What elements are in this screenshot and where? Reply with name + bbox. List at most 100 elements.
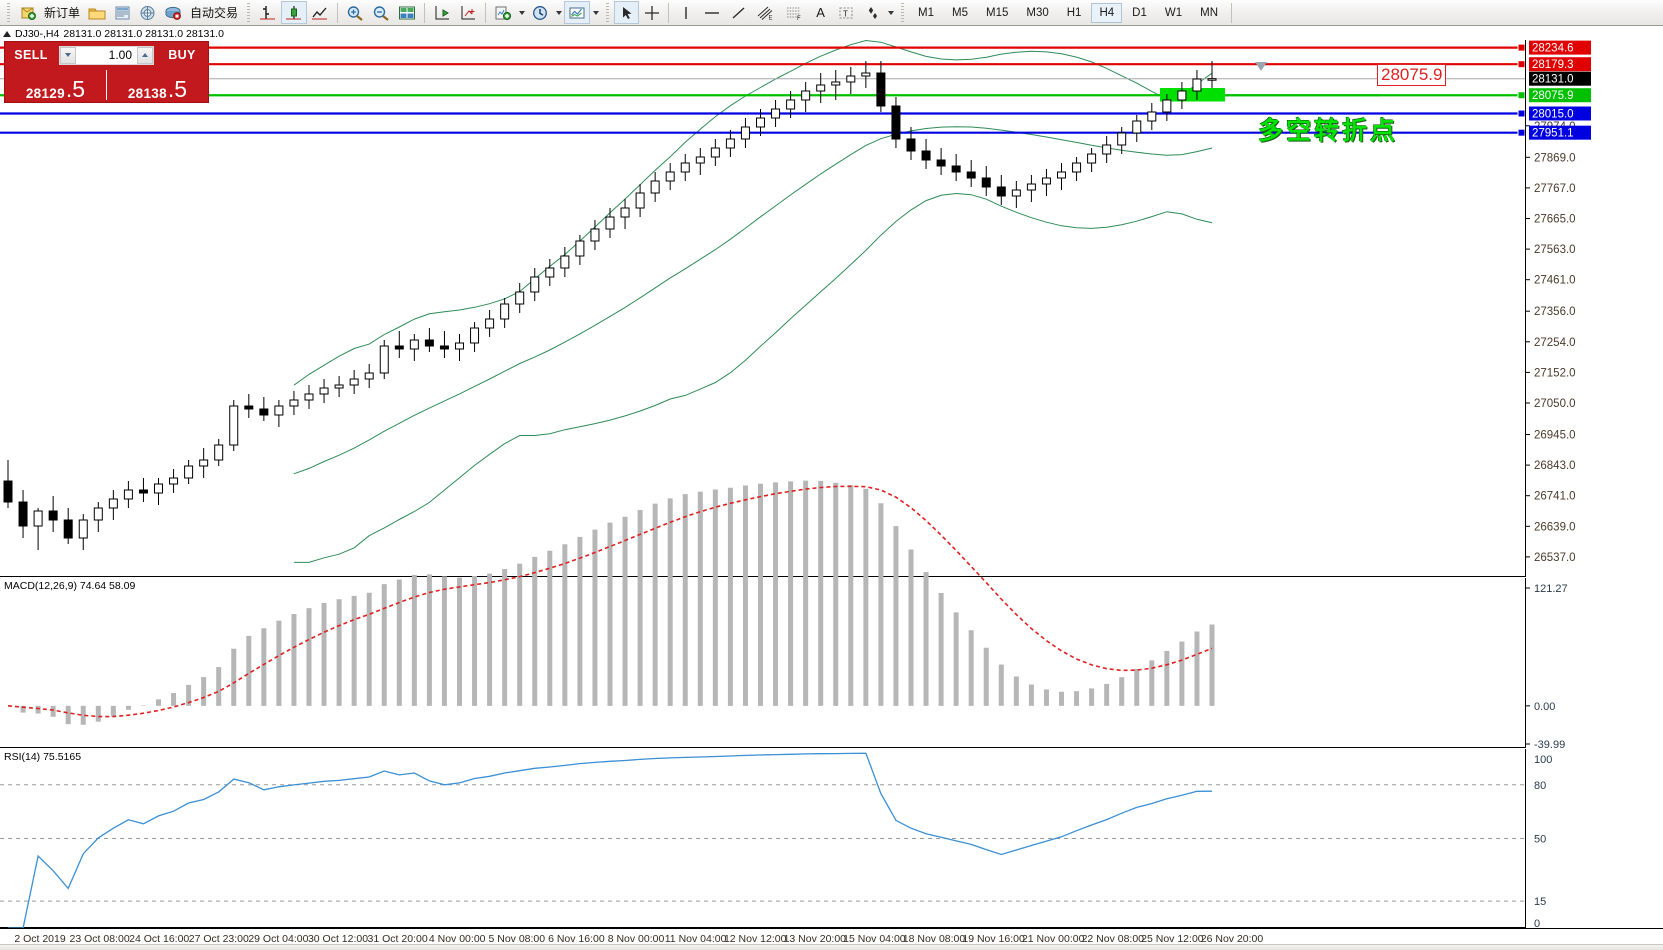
status-bar: [0, 944, 1663, 950]
chart-symbol-period: DJ30-,H4: [15, 27, 60, 40]
svg-text:28179.3: 28179.3: [1532, 59, 1574, 71]
toolbar-separator-3: [485, 2, 487, 23]
time-axis-label: 18 Nov 08:00: [902, 933, 966, 945]
macd-title: MACD(12,26,9) 74.64 58.09: [4, 580, 136, 592]
tab-timeframe-m5[interactable]: M5: [952, 6, 968, 19]
toolbar-grip[interactable]: [5, 2, 12, 23]
price-axis[interactable]: 28234.628179.328131.028075.928015.027974…: [1525, 40, 1663, 577]
trade-panel-divider: [106, 70, 107, 100]
svg-text:28015.0: 28015.0: [1532, 109, 1574, 121]
svg-text:26945.0: 26945.0: [1534, 430, 1576, 442]
tab-timeframe-m30[interactable]: M30: [1026, 6, 1049, 19]
price-callout[interactable]: 28075.9: [1377, 64, 1447, 86]
chinese-annotation-label[interactable]: 多空转折点: [1258, 116, 1399, 145]
line-chart-icon[interactable]: [307, 1, 333, 24]
toolbar-grip-4[interactable]: [899, 2, 907, 23]
tab-timeframe-d1[interactable]: D1: [1132, 6, 1147, 19]
buy-price[interactable]: 28138 .5: [107, 68, 208, 102]
toolbar-grip-2[interactable]: [245, 2, 253, 23]
time-axis-label: 23 Oct 08:00: [69, 933, 130, 945]
rsi-axis-canvas: 100 80 50 15 0: [1534, 754, 1552, 930]
time-axis-label: 8 Nov 00:00: [607, 933, 665, 945]
shapes-icon[interactable]: [859, 1, 885, 24]
tab-timeframe-w1[interactable]: W1: [1164, 6, 1183, 19]
macd-indicator-panel[interactable]: MACD(12,26,9) 74.64 58.09: [0, 480, 1525, 748]
shapes-dropdown-arrow[interactable]: [885, 1, 896, 24]
svg-text:50: 50: [1534, 834, 1546, 846]
svg-text:0.00: 0.00: [1534, 701, 1555, 713]
price-axis-canvas: 28234.628179.328131.028075.928015.027974…: [1526, 40, 1591, 564]
tile-windows-icon[interactable]: [394, 1, 420, 24]
time-axis-label: 22 Nov 08:00: [1081, 933, 1145, 945]
svg-text:27461.0: 27461.0: [1534, 275, 1576, 287]
zoom-out-icon[interactable]: [368, 1, 394, 24]
time-axis-label: 21 Nov 00:00: [1021, 933, 1085, 945]
indicators-dropdown-arrow[interactable]: [516, 1, 527, 24]
rsi-title: RSI(14) 75.5165: [4, 751, 82, 763]
macd-axis-canvas: 121.27 0.00 -39.99: [1526, 583, 1568, 751]
time-axis-label: 11 Nov 04:00: [664, 933, 727, 945]
tab-timeframe-mn[interactable]: MN: [1200, 6, 1218, 19]
horizontal-line-icon[interactable]: [698, 1, 726, 24]
rsi-indicator-panel[interactable]: RSI(14) 75.5165: [0, 749, 1525, 929]
trendline-icon[interactable]: [726, 1, 752, 24]
one-click-trading-panel[interactable]: SELL 1.00 BUY 28129 .5 28138 .5: [4, 41, 209, 103]
svg-text:27254.0: 27254.0: [1534, 337, 1576, 349]
tab-timeframe-h1[interactable]: H1: [1066, 6, 1082, 19]
auto-trading-label[interactable]: 自动交易: [190, 6, 239, 20]
navigator-icon[interactable]: [135, 1, 160, 24]
toolbar-grip-3[interactable]: [604, 2, 612, 23]
auto-trading-icon[interactable]: [160, 1, 186, 24]
sell-button[interactable]: SELL: [14, 48, 48, 62]
chart-shift-icon[interactable]: [429, 1, 455, 24]
text-icon[interactable]: A: [816, 5, 825, 20]
cursor-icon[interactable]: [614, 1, 640, 24]
tab-timeframe-m15[interactable]: M15: [986, 6, 1009, 19]
candlestick-chart-icon[interactable]: [281, 1, 308, 24]
buy-button[interactable]: BUY: [168, 48, 196, 62]
volume-increase-button[interactable]: [137, 46, 153, 64]
period-dropdown-arrow[interactable]: [553, 1, 564, 24]
time-axis-label: 19 Nov 16:00: [962, 933, 1025, 945]
chart-expand-icon[interactable]: [3, 30, 11, 37]
svg-text:-39.99: -39.99: [1534, 739, 1565, 751]
rsi-axis[interactable]: 100 80 50 15 0: [1525, 749, 1663, 930]
volume-input[interactable]: 1.00: [108, 48, 132, 62]
volume-decrease-button[interactable]: [60, 46, 76, 64]
time-axis-label: 29 Oct 04:00: [248, 933, 309, 945]
tab-timeframe-m1[interactable]: M1: [918, 6, 935, 19]
svg-text:121.27: 121.27: [1534, 583, 1568, 595]
text-label-icon[interactable]: T: [833, 1, 859, 24]
period-icon[interactable]: [527, 1, 553, 24]
templates-icon[interactable]: [564, 1, 591, 24]
svg-text:27869.0: 27869.0: [1534, 152, 1576, 164]
sell-price[interactable]: 28129 .5: [5, 68, 106, 102]
new-order-icon[interactable]: [15, 1, 40, 24]
time-axis-label: 13 Nov 20:00: [783, 933, 847, 945]
templates-dropdown-arrow[interactable]: [590, 1, 601, 24]
new-order-label[interactable]: 新订单: [44, 6, 81, 20]
sell-price-integer: 28129: [25, 86, 65, 101]
data-window-icon[interactable]: [110, 1, 135, 24]
folder-icon[interactable]: [84, 1, 110, 24]
toolbar-separator-5: [1231, 2, 1232, 23]
time-axis-label: 4 Nov 00:00: [428, 933, 486, 945]
macd-canvas: [7, 480, 1215, 725]
equidistant-channel-icon[interactable]: E: [752, 1, 780, 24]
bar-chart-icon[interactable]: [255, 1, 281, 24]
time-axis-label: 5 Nov 08:00: [488, 933, 546, 945]
fibonacci-icon[interactable]: F: [780, 1, 808, 24]
volume-stepper[interactable]: 1.00: [59, 45, 154, 65]
auto-scroll-icon[interactable]: [455, 1, 481, 24]
vertical-line-icon[interactable]: [673, 1, 698, 24]
crosshair-icon[interactable]: [639, 1, 664, 24]
indicators-icon[interactable]: [490, 1, 516, 24]
macd-axis[interactable]: 121.27 0.00 -39.99: [1525, 578, 1663, 751]
time-axis-label: 30 Oct 12:00: [307, 933, 369, 945]
svg-text:27050.0: 27050.0: [1534, 398, 1576, 410]
time-axis-label: 25 Nov 12:00: [1141, 933, 1204, 945]
rsi-canvas: [0, 752, 1525, 929]
tab-timeframe-h4[interactable]: H4: [1091, 2, 1123, 23]
time-axis-label: 24 Oct 16:00: [129, 933, 190, 945]
zoom-in-icon[interactable]: [342, 1, 368, 24]
